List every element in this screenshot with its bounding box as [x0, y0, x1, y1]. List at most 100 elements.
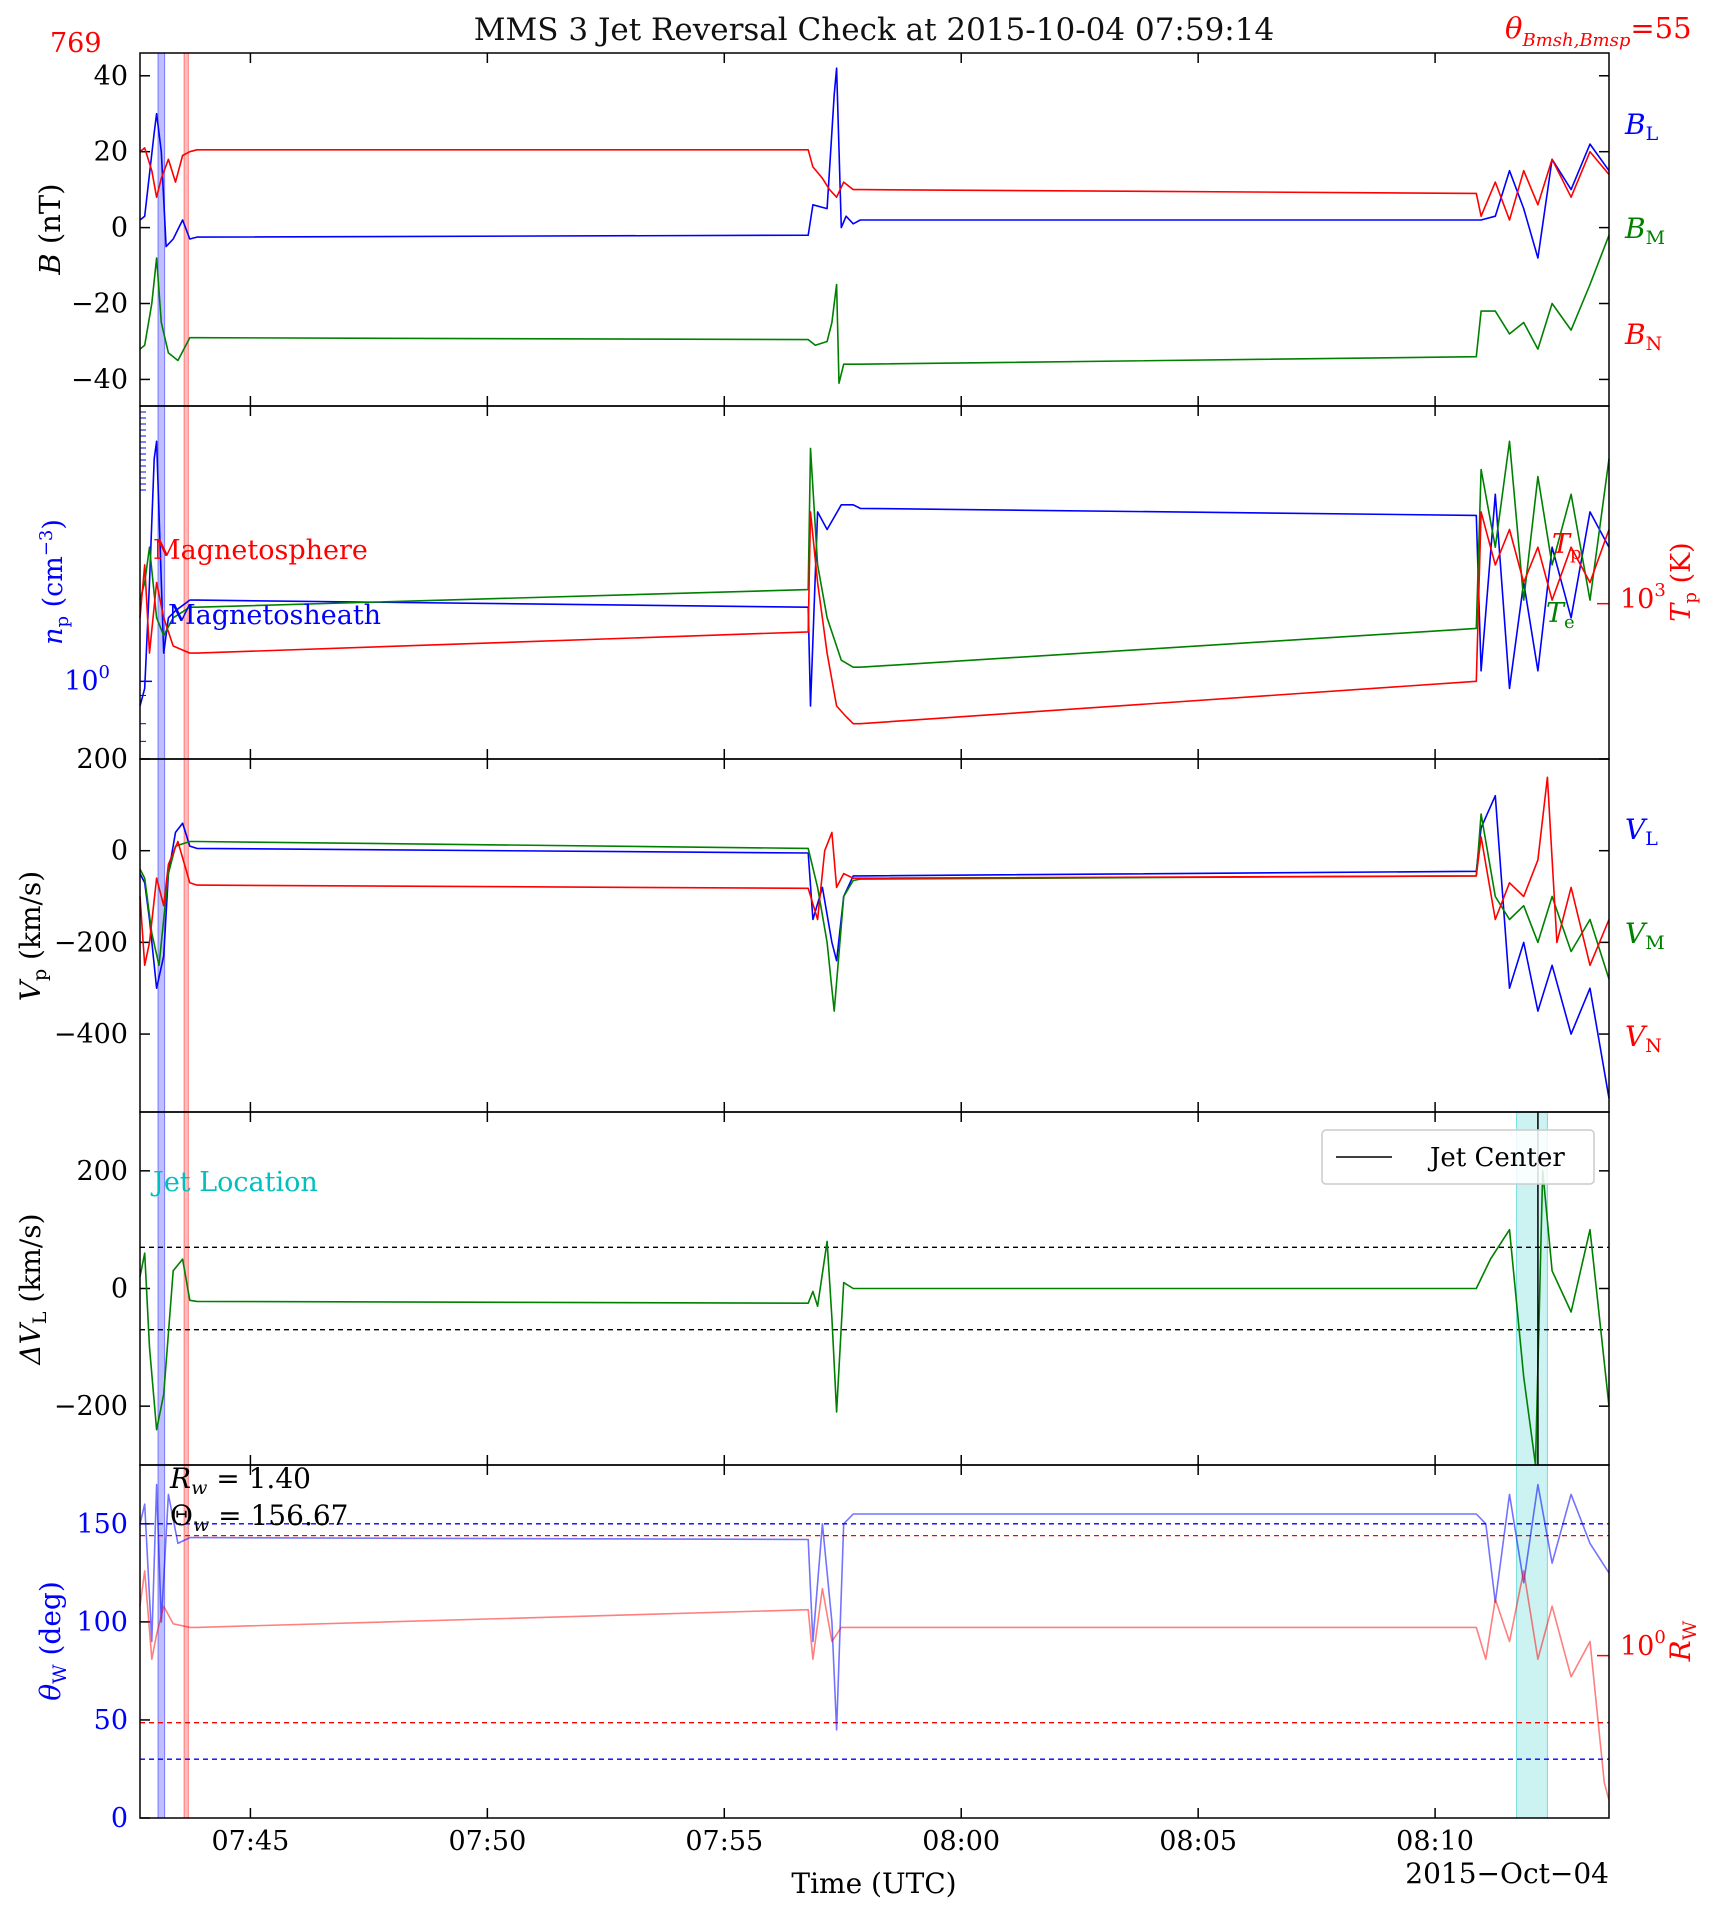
annotation-rw-sub: w — [191, 1477, 207, 1499]
jet-center-legend: Jet Center — [1321, 1129, 1595, 1185]
legend-v-m-main: V — [1625, 917, 1648, 950]
series-n-p — [139, 440, 1610, 707]
panel-n-ylabel-left-close: ) — [38, 519, 69, 530]
series-b-n — [139, 147, 1610, 221]
y-tick-label: 100 — [76, 1607, 128, 1638]
y-tick-label: 0 — [111, 1274, 128, 1305]
series-label-te-sub: e — [1564, 612, 1575, 633]
series-b-m — [139, 234, 1610, 385]
x-tick-label: 07:55 — [685, 1826, 763, 1857]
region-label-magnetosphere: Magnetosphere — [153, 535, 368, 566]
panel-n-ylabel-left: np (cm−3) — [36, 519, 73, 645]
panel-v-ylabel-unit: (km/s) — [14, 871, 47, 969]
x-tick-label: 07:45 — [212, 1826, 290, 1857]
legend-b-l: BL — [1624, 108, 1659, 145]
panel-b-ylabel-main: B — [33, 253, 67, 275]
legend-b-n-main: B — [1624, 318, 1646, 351]
annotation-rw-main: R — [169, 1462, 191, 1495]
legend-v-n: VN — [1625, 1020, 1662, 1057]
panel-n-ytick-left: 100 — [64, 662, 110, 697]
panel-v-ylabel: Vp (km/s) — [14, 871, 51, 1001]
annotation-tw: Θw = 156.67 — [170, 1499, 348, 1536]
panel-n-ticks — [140, 406, 1609, 759]
annotation-rw: Rw = 1.40 — [169, 1462, 311, 1499]
marker-band-1 — [184, 1465, 189, 1818]
panel-b-series — [139, 67, 1610, 385]
legend-b-m: BM — [1624, 212, 1665, 249]
series-b-l — [139, 67, 1610, 259]
y-tick-label: 20 — [94, 137, 128, 168]
panel-b-ylabel: B (nT) — [33, 183, 67, 275]
y-tick-label: −400 — [54, 1019, 128, 1050]
panel-v-ylabel-main: V — [14, 978, 47, 1001]
figure-title: MMS 3 Jet Reversal Check at 2015-10-04 0… — [474, 12, 1274, 48]
panel-n: np (cm−3) 100 103 Tp (K) Magnetosphere M… — [36, 405, 1701, 760]
theta-angle-symbol: θ — [1505, 11, 1522, 45]
theta-angle-label: θBmsh,Bmsp=55 — [1505, 11, 1692, 51]
series-label-tp: Tp — [1552, 529, 1582, 564]
legend-b-l-main: B — [1624, 108, 1646, 141]
x-axis-label: Time (UTC) — [791, 1867, 956, 1900]
series-t-p — [139, 511, 1610, 725]
jet-center-legend-label: Jet Center — [1427, 1143, 1565, 1173]
panel-n-ytick-left-base: 10 — [64, 666, 98, 697]
marker-band-1 — [184, 759, 189, 1112]
y-tick-label: 0 — [111, 1803, 128, 1834]
x-tick-label: 08:10 — [1396, 1826, 1474, 1857]
panel-b-ylabel-unit: (nT) — [33, 183, 67, 253]
jet-center-legend-box — [1321, 1129, 1595, 1185]
series-theta-w — [139, 1483, 1610, 1731]
panel-n-ylabel-left-main: n — [38, 628, 69, 645]
panel-n-ylabel-left-sub: p — [52, 616, 73, 628]
y-tick-label: −20 — [71, 289, 128, 320]
panel-walen-ylabel-left-sub: W — [49, 1664, 71, 1684]
x-axis-tick-labels: 07:45 07:50 07:55 08:00 08:05 08:10 — [212, 1826, 1474, 1857]
y-tick-label: −200 — [54, 927, 128, 958]
panel-n-ytick-left-exp: 0 — [99, 662, 110, 683]
panel-walen-ytick-right-exp: 0 — [1654, 1627, 1665, 1648]
panel-walen-ylabel-left-unit: (deg) — [34, 1581, 67, 1664]
y-tick-label: 50 — [94, 1705, 128, 1736]
series-t-e — [139, 440, 1610, 669]
legend-v-l: VL — [1625, 813, 1658, 850]
x-tick-label: 08:00 — [922, 1826, 1000, 1857]
panel-v-series — [139, 776, 1610, 1099]
panel-walen-frame — [139, 1464, 1610, 1819]
panel-n-ytick-right-base: 10 — [1620, 584, 1654, 615]
panel-walen-series — [139, 1483, 1610, 1801]
legend-b-l-sub: L — [1646, 123, 1659, 145]
y-tick-label: 0 — [111, 836, 128, 867]
panel-dvl-ylabel-sub: L — [29, 1311, 51, 1324]
panel-walen-ytick-right-base: 10 — [1620, 1631, 1654, 1662]
region-label-magnetosheath: Magnetosheath — [168, 600, 381, 631]
theta-angle-value: =55 — [1630, 11, 1691, 45]
legend-b-m-main: B — [1624, 212, 1646, 245]
legend-b-n: BN — [1624, 318, 1662, 355]
annotation-rw-value: = 1.40 — [207, 1462, 311, 1495]
panel-n-ylabel-right-sub: p — [1680, 592, 1701, 604]
y-tick-label: 200 — [76, 744, 128, 775]
y-tick-label: 0 — [111, 213, 128, 244]
marker-band-0 — [158, 53, 165, 406]
y-tick-label: 150 — [76, 1509, 128, 1540]
panel-n-series — [139, 440, 1610, 725]
y-tick-label: 200 — [76, 1156, 128, 1187]
panel-dvl-ylabel: ΔVL (km/s) — [14, 1213, 51, 1365]
event-id: 769 — [50, 28, 102, 59]
date-label: 2015−Oct−04 — [1405, 1857, 1609, 1890]
annotation-tw-main: Θ — [170, 1499, 193, 1532]
panel-n-ylabel-left-unit: (cm — [38, 556, 69, 616]
panel-walen-ylabel-right-main: R — [1664, 1640, 1697, 1662]
panel-walen-ytick-right: 100 — [1620, 1627, 1666, 1662]
theta-angle-subscript: Bmsh,Bmsp — [1521, 30, 1630, 51]
marker-band-1 — [184, 1112, 189, 1465]
panel-n-ylabel-left-sup: −3 — [36, 530, 57, 557]
series-label-tp-sub: p — [1570, 543, 1582, 564]
legend-v-m: VM — [1625, 917, 1665, 954]
legend-v-l-main: V — [1625, 813, 1648, 846]
series-v-m — [139, 813, 1610, 1012]
y-tick-label: 40 — [94, 61, 128, 92]
